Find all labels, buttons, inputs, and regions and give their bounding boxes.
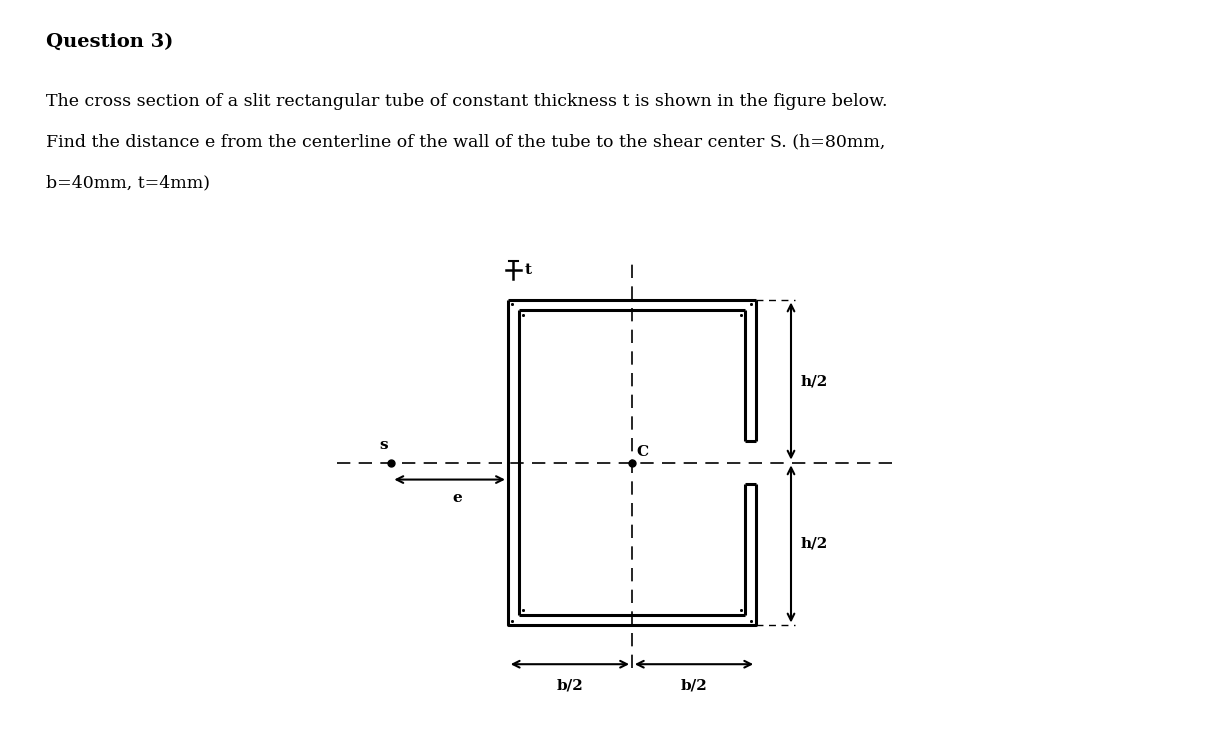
Text: h/2: h/2	[801, 374, 827, 388]
Text: e: e	[452, 491, 462, 505]
Text: b/2: b/2	[557, 678, 583, 692]
Text: b=40mm, t=4mm): b=40mm, t=4mm)	[46, 174, 210, 191]
Text: s: s	[378, 438, 388, 452]
Text: t: t	[525, 263, 531, 277]
Text: b/2: b/2	[680, 678, 707, 692]
Text: Find the distance e from the centerline of the wall of the tube to the shear cen: Find the distance e from the centerline …	[46, 133, 885, 150]
Text: h/2: h/2	[801, 537, 827, 551]
Text: The cross section of a slit rectangular tube of constant thickness t is shown in: The cross section of a slit rectangular …	[46, 92, 888, 110]
Text: Question 3): Question 3)	[46, 33, 173, 51]
Text: C: C	[637, 445, 649, 460]
